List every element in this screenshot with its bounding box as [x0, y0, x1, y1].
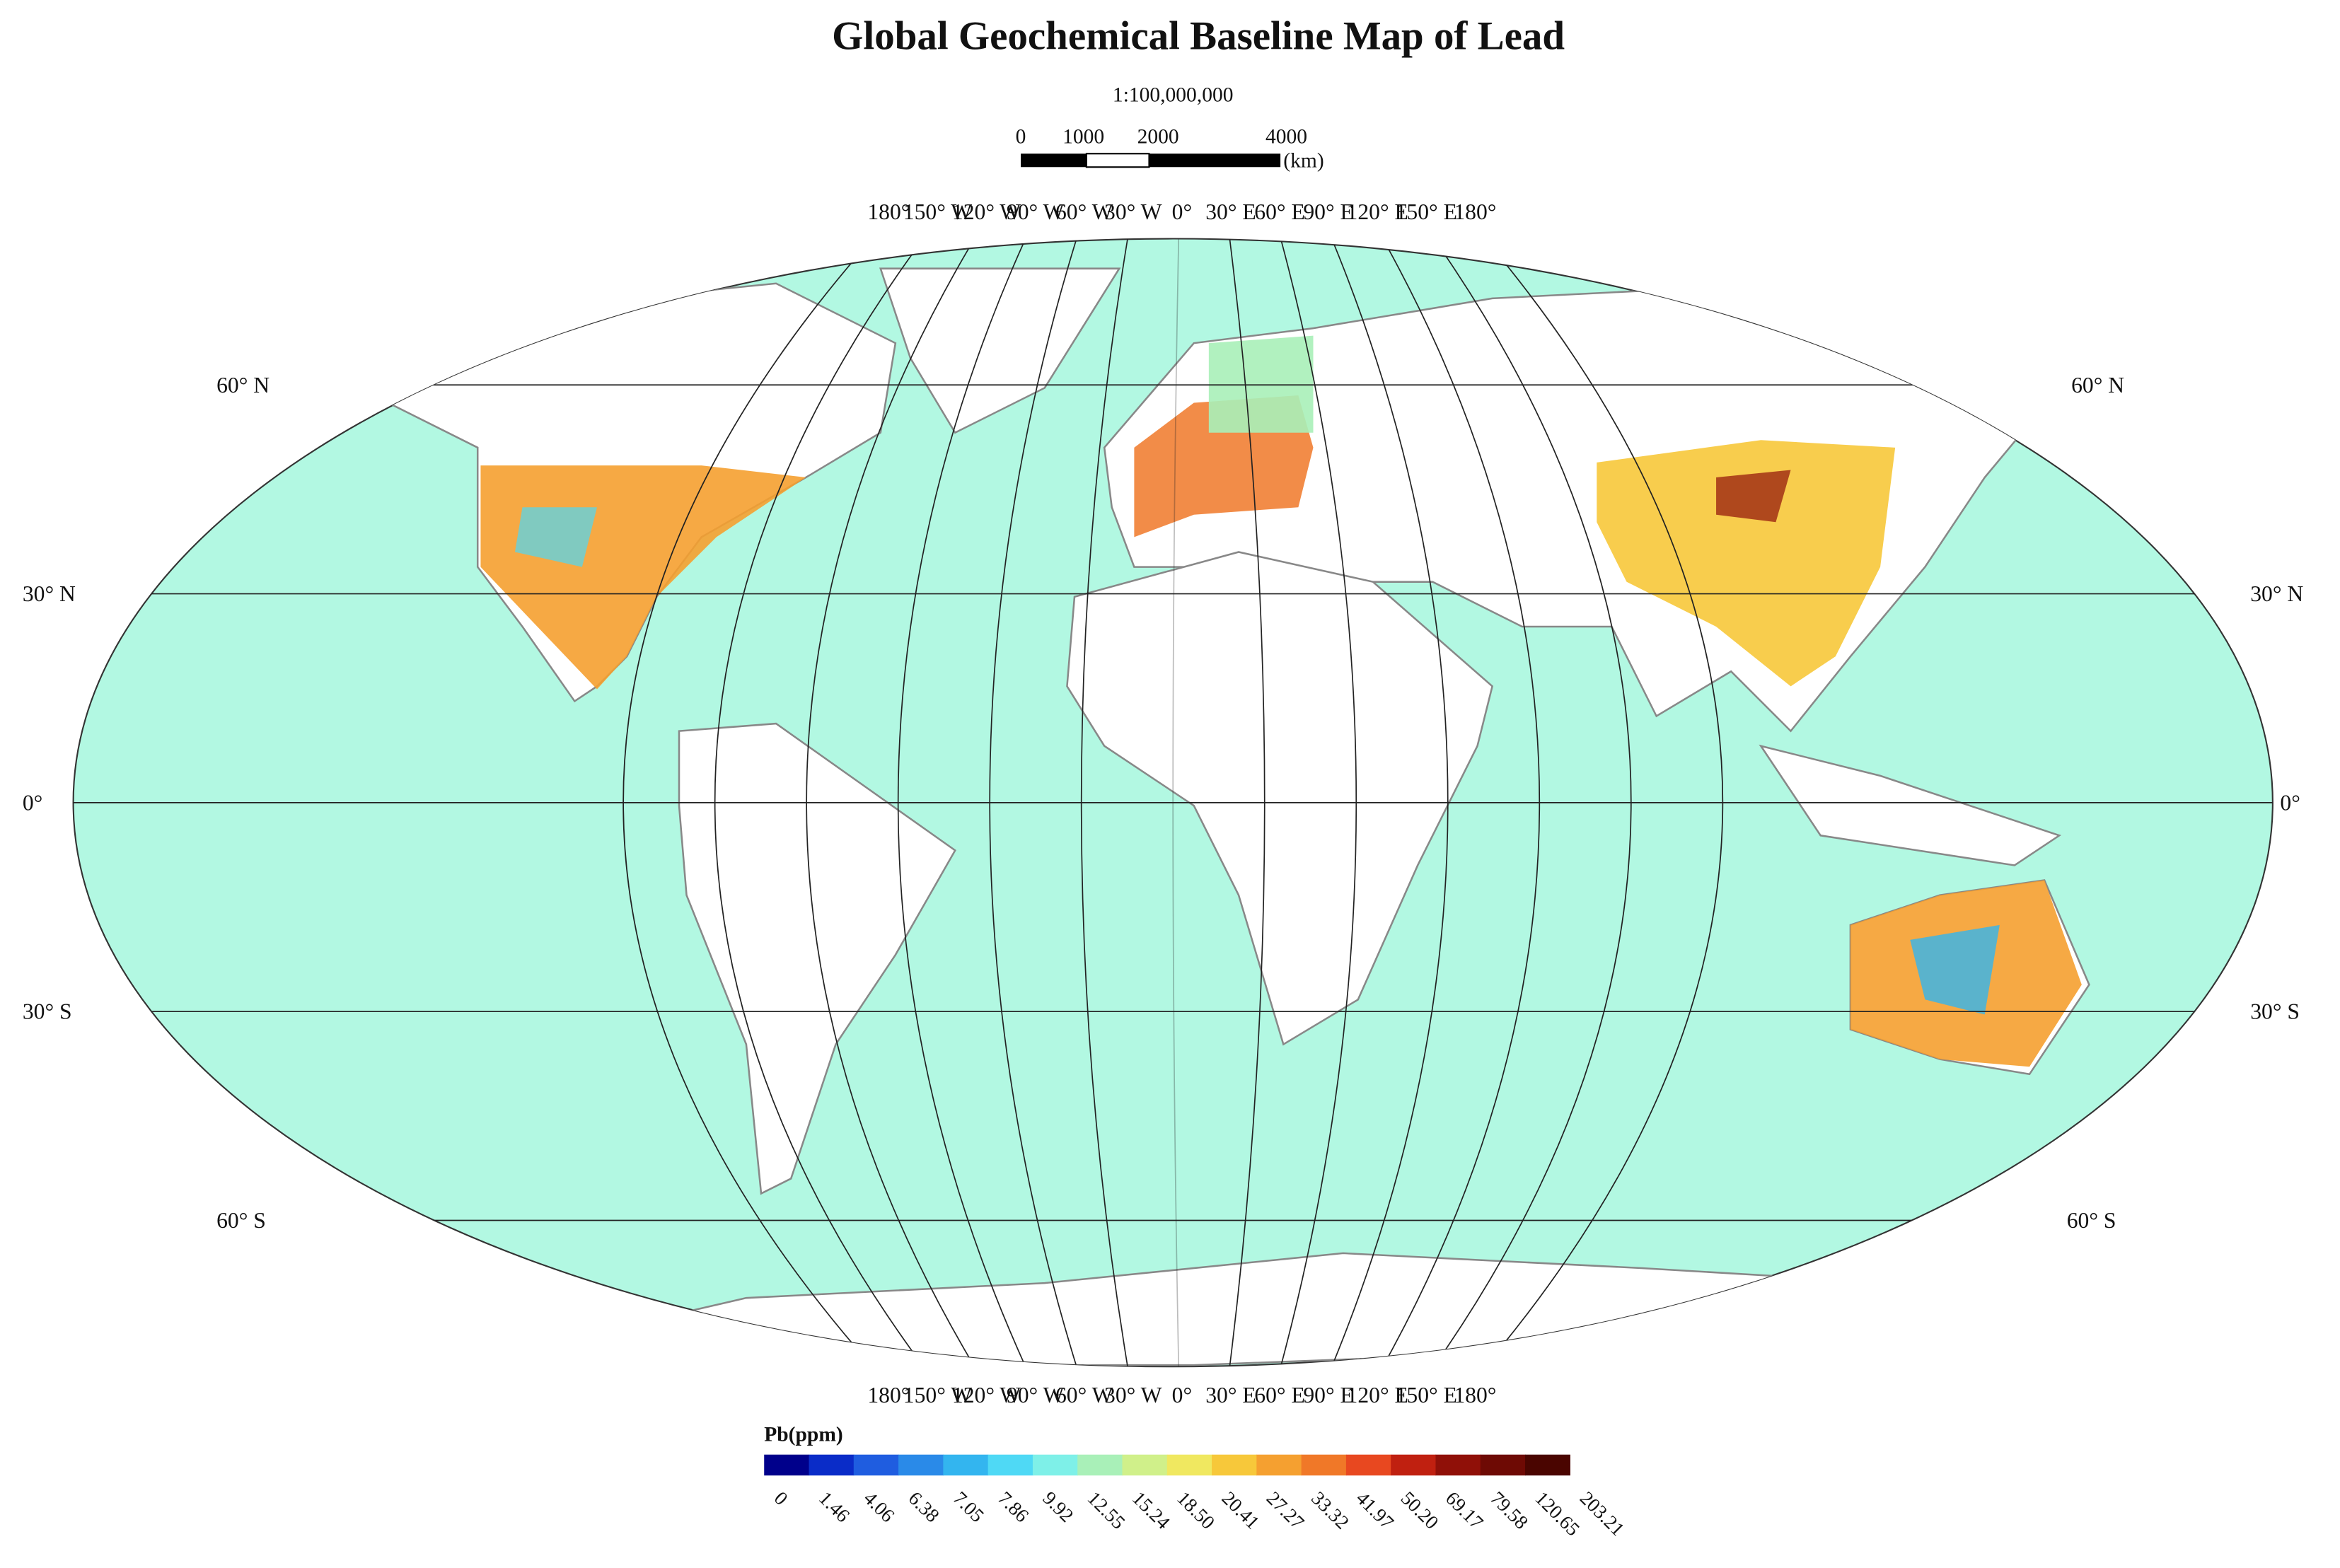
longitude-label-bottom: 150° E [1396, 1383, 1457, 1407]
longitude-label-bottom: 150° W [903, 1383, 972, 1407]
latitude-label-right: 0° [2280, 790, 2300, 815]
legend-swatch [1301, 1454, 1347, 1476]
longitude-label-top: 30° W [1104, 199, 1162, 224]
latitude-label-left: 60° S [216, 1208, 266, 1233]
graticule [73, 238, 2273, 1367]
longitude-label-bottom: 60° W [1055, 1383, 1113, 1407]
legend-label: 79.58 [1486, 1487, 1532, 1533]
data-coverage [480, 335, 2082, 1067]
longitude-label-top: 60° W [1055, 199, 1113, 224]
legend-label: 15.24 [1128, 1487, 1174, 1533]
legend-label: 69.17 [1442, 1487, 1488, 1533]
longitude-label-top: 180° [1454, 199, 1496, 224]
legend-label: 1.46 [815, 1487, 854, 1526]
map-title: Global Geochemical Baseline Map of Lead [832, 14, 1565, 59]
longitude-label-top: 90° W [1007, 199, 1065, 224]
legend-title: Pb(ppm) [764, 1424, 843, 1446]
legend-label: 12.55 [1084, 1487, 1130, 1533]
latitude-label-right: 60° N [2071, 373, 2124, 397]
legend-label: 7.05 [949, 1487, 988, 1526]
latitude-label-left: 30° S [23, 999, 72, 1024]
scale-label: 0 [1016, 126, 1026, 149]
legend-label: 7.86 [994, 1487, 1033, 1526]
legend-swatch [853, 1454, 899, 1476]
latitude-label-left: 0° [23, 790, 42, 815]
longitude-label-top: 60° E [1254, 199, 1305, 224]
legend-swatch [1345, 1454, 1391, 1476]
longitude-label-top: 120° W [952, 199, 1021, 224]
legend-label: 41.97 [1352, 1487, 1398, 1533]
longitude-label-top: 180° [867, 199, 910, 224]
legend: Pb(ppm) 0 1.46 4.06 6.38 7.05 7.86 9.92 12.5515… [764, 1424, 1628, 1540]
legend-swatch [898, 1454, 944, 1476]
legend-label: 9.92 [1038, 1487, 1077, 1526]
legend-label: 33.32 [1307, 1487, 1353, 1533]
legend-label: 20.41 [1217, 1487, 1263, 1533]
latitude-label-left: 30° N [23, 581, 76, 606]
longitude-label-bottom: 180° [1454, 1383, 1496, 1407]
longitude-label-top: 30° E [1205, 199, 1256, 224]
scale-label: 2000 [1137, 126, 1179, 149]
longitude-label-top: 120° E [1347, 199, 1408, 224]
legend-swatch [1077, 1454, 1123, 1476]
legend-swatch [943, 1454, 989, 1476]
longitude-label-bottom: 90° E [1303, 1383, 1354, 1407]
legend-swatch [1391, 1454, 1437, 1476]
scale-label: 4000 [1265, 126, 1307, 149]
scale-unit: (km) [1283, 149, 1324, 172]
legend-label: 27.27 [1263, 1487, 1309, 1533]
longitude-label-bottom: 120° E [1347, 1383, 1408, 1407]
legend-label: 18.50 [1173, 1487, 1219, 1533]
latitude-label-right: 60° S [2067, 1208, 2116, 1233]
legend-swatch [1256, 1454, 1302, 1476]
legend-label: 120.65 [1531, 1487, 1584, 1540]
latitude-label-left: 60° N [216, 373, 270, 397]
legend-label: 6.38 [904, 1487, 943, 1526]
legend-swatch [1032, 1454, 1078, 1476]
longitude-label-top: 0° [1172, 199, 1192, 224]
latitude-label-right: 30° N [2250, 581, 2303, 606]
longitude-label-bottom: 90° W [1007, 1383, 1065, 1407]
longitude-label-bottom: 60° E [1254, 1383, 1305, 1407]
latitude-label-right: 30° S [2250, 999, 2300, 1024]
legend-label: 0 [770, 1487, 792, 1509]
longitude-label-bottom: 0° [1172, 1383, 1192, 1407]
legend-swatch [987, 1454, 1033, 1476]
longitude-label-bottom: 30° E [1205, 1383, 1256, 1407]
legend-swatch [764, 1454, 810, 1476]
legend-swatch [809, 1454, 855, 1476]
longitude-label-bottom: 120° W [952, 1383, 1021, 1407]
scale-bar [1021, 153, 1281, 168]
legend-label: 50.20 [1397, 1487, 1443, 1533]
scale-text: 1:100,000,000 [1113, 83, 1234, 106]
legend-swatch [1435, 1454, 1481, 1476]
legend-swatch [1166, 1454, 1212, 1476]
legend-label: 4.06 [859, 1487, 898, 1526]
legend-swatch [1525, 1454, 1570, 1476]
legend-swatch [1212, 1454, 1257, 1476]
longitude-label-top: 150° E [1396, 199, 1457, 224]
legend-swatch [1122, 1454, 1168, 1476]
legend-swatch [1480, 1454, 1526, 1476]
longitude-label-bottom: 30° W [1104, 1383, 1162, 1407]
scale-label: 1000 [1062, 126, 1104, 149]
legend-label: 203.21 [1576, 1487, 1629, 1540]
longitude-label-top: 90° E [1303, 199, 1354, 224]
longitude-label-top: 150° W [903, 199, 972, 224]
longitude-label-bottom: 180° [867, 1383, 910, 1407]
